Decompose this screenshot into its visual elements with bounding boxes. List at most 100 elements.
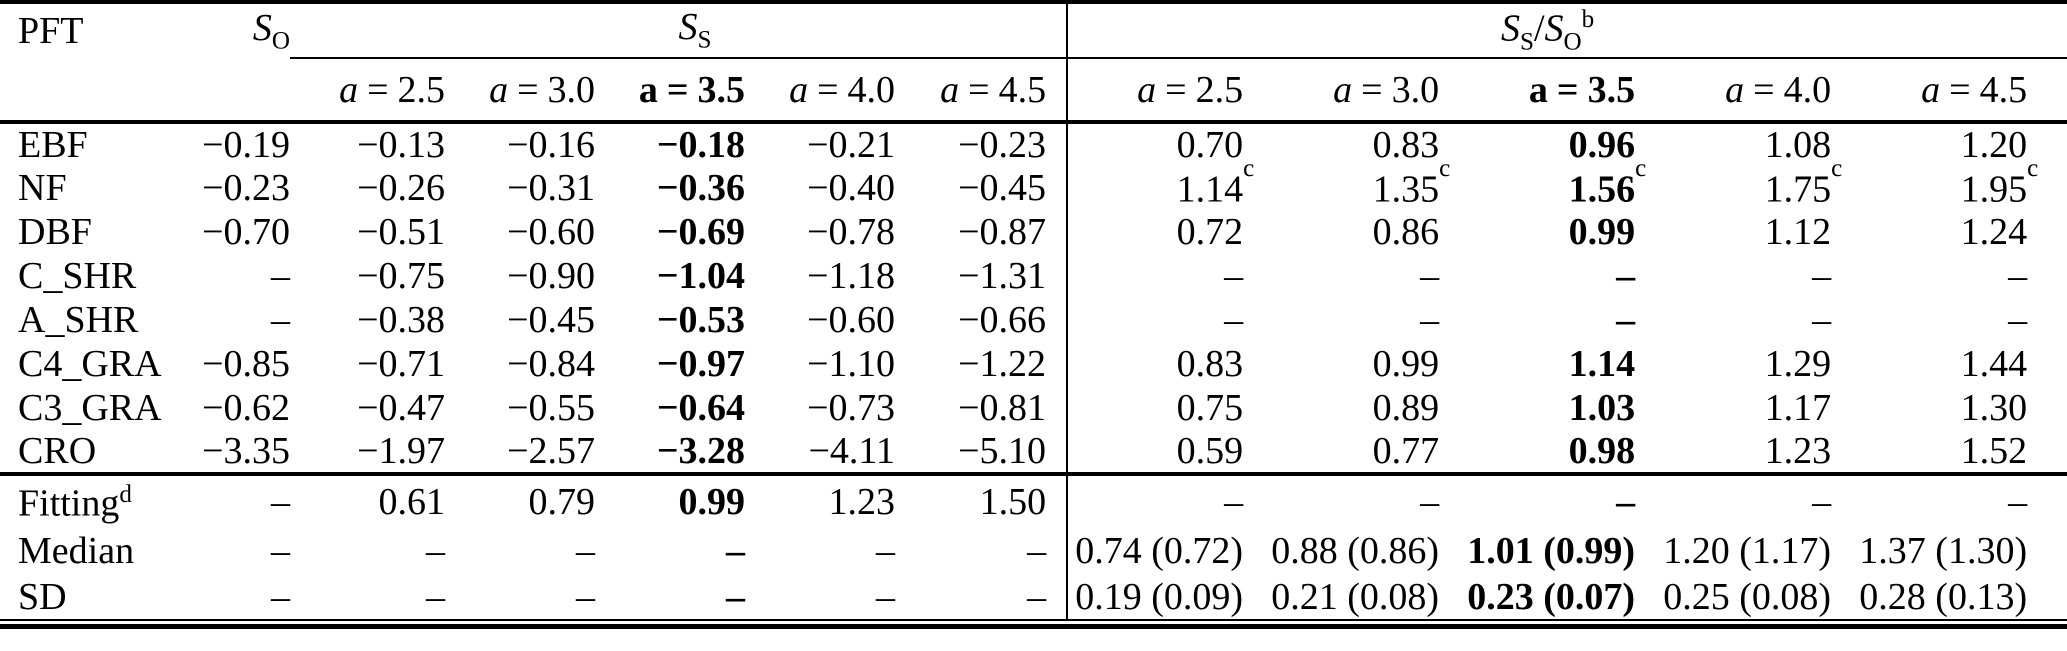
cell-value: 1.01 (0.99) xyxy=(1467,530,1636,572)
cell-value: −0.40 xyxy=(807,167,895,209)
cell-value: – xyxy=(2008,299,2028,341)
cell-value: 1.50 xyxy=(979,481,1047,523)
table-row-DBF: DBF −0.70 −0.51 −0.60 −0.69 −0.78 −0.87 0.72 0.8… xyxy=(0,210,2067,254)
cell-value: – xyxy=(1420,255,1440,297)
subheader-row: a = 2.5 a = 3.0 a = 3.5 a = 4.0 a = 4.5 a = 2.5 a = 3.0 a = 3.5… xyxy=(0,58,2067,124)
table-cell: −0.19 xyxy=(170,122,290,166)
bottom-rule-gap xyxy=(0,621,2067,624)
equals-sign: = xyxy=(1361,68,1383,111)
table-cell: 0.98 xyxy=(1439,430,1636,476)
cell-value: −0.23 xyxy=(202,167,290,209)
equals-sign: = xyxy=(1556,68,1579,111)
cell-value: 0.99 xyxy=(678,481,746,523)
cell-value: 1.20 xyxy=(1960,124,2028,166)
col-header-ratio-a-4.5: a = 4.5 xyxy=(1831,58,2067,124)
a-variable: a xyxy=(339,68,359,111)
ratio-s2-subscript: O xyxy=(1563,28,1582,56)
cell-value: −0.60 xyxy=(807,299,895,341)
table-cell: −1.04 xyxy=(595,254,745,298)
table-cell: 1.95c xyxy=(1960,155,2039,211)
table-cell: 1.56c xyxy=(1568,155,1647,211)
cell-value: – xyxy=(426,575,445,618)
table-cell: 0.99 xyxy=(595,474,746,528)
table-cell: – xyxy=(170,474,290,528)
table-cell: 1.29 xyxy=(1635,342,1832,386)
cell-value: −0.60 xyxy=(507,211,595,253)
cell-value: −0.21 xyxy=(807,124,895,166)
cell-value: – xyxy=(271,299,290,341)
a-value: 3.5 xyxy=(697,68,746,111)
cell-value: −2.57 xyxy=(507,430,595,472)
ratio-s1-symbol: S xyxy=(1500,7,1520,50)
table-cell: −0.90 xyxy=(445,254,595,298)
a-value: 3.5 xyxy=(1587,68,1636,111)
cell-value: 1.56 xyxy=(1568,168,1636,211)
table-cell: −0.21 xyxy=(745,122,895,166)
cell-value: – xyxy=(1616,299,1636,341)
table-cell: 0.28 (0.13) xyxy=(1831,574,2067,621)
table-cell: 0.25 (0.08) xyxy=(1635,574,1832,621)
table-cell: – xyxy=(1635,474,1831,528)
table-cell: −0.26 xyxy=(290,166,445,210)
row-label-text: NF xyxy=(18,167,67,209)
row-label-text: CRO xyxy=(18,430,97,472)
equals-sign: = xyxy=(517,68,539,111)
table-cell: 0.61 xyxy=(290,474,446,528)
table-cell: 1.23 xyxy=(1635,430,1832,476)
a-value: 3.0 xyxy=(547,68,596,111)
table-cell: −0.53 xyxy=(595,298,745,342)
equals-sign: = xyxy=(968,68,990,111)
table-cell: 1.75c xyxy=(1764,155,1843,211)
a-variable: a xyxy=(1137,68,1157,111)
so-column-header: SO xyxy=(170,2,290,58)
cell-value: – xyxy=(1224,481,1244,523)
cell-value: −5.10 xyxy=(958,430,1047,472)
table-cell: – xyxy=(1635,254,1831,298)
cell-value: −0.55 xyxy=(507,387,595,429)
row-label: Median xyxy=(0,528,170,574)
cell-value: 1.20 (1.17) xyxy=(1663,530,1832,572)
a-value: 4.0 xyxy=(1783,68,1832,111)
a-variable: a xyxy=(1528,68,1548,111)
table-cell: 0.89 xyxy=(1243,386,1440,430)
cell-value: 0.72 xyxy=(1176,211,1244,253)
table-cell: – xyxy=(895,528,1067,574)
a-value: 2.5 xyxy=(397,68,446,111)
table-cell: 1.17 xyxy=(1635,386,1832,430)
ratio-s1-subscript: S xyxy=(1519,28,1534,56)
table-cell: −1.22 xyxy=(895,342,1067,386)
cell-value: – xyxy=(1420,299,1440,341)
table-cell: 1.35c xyxy=(1372,155,1451,211)
table-cell: −0.84 xyxy=(445,342,595,386)
table-cell: −0.13 xyxy=(290,122,445,166)
equals-sign: = xyxy=(1753,68,1775,111)
cell-value: −0.18 xyxy=(656,124,745,166)
table-cell: 0.23 (0.07) xyxy=(1439,574,1636,621)
ss-symbol: S xyxy=(678,6,698,49)
a-value: 3.0 xyxy=(1391,68,1440,111)
cell-value: −0.70 xyxy=(202,211,290,253)
row-label-text: Median xyxy=(18,530,135,572)
cell-value: 0.99 xyxy=(1372,343,1440,385)
table-cell: −0.69 xyxy=(595,210,745,254)
row-label-text: SD xyxy=(18,575,67,618)
cell-value: 0.99 xyxy=(1568,211,1636,253)
cell-value: – xyxy=(271,481,290,523)
table-cell: – xyxy=(170,254,290,298)
table-row-EBF: EBF −0.19 −0.13 −0.16 −0.18 −0.21 −0.23 0.70 0.8… xyxy=(0,122,2067,166)
table-cell: 0.70 xyxy=(1066,122,1244,166)
table-cell: – xyxy=(895,574,1068,621)
table-cell: – xyxy=(1243,474,1439,528)
cell-value: −0.53 xyxy=(656,299,745,341)
cell-value: 0.83 xyxy=(1176,343,1244,385)
table-cell: −0.64 xyxy=(595,386,745,430)
ss-subscript: S xyxy=(697,26,712,54)
table-cell: 1.23 xyxy=(745,474,896,528)
cell-value: −1.10 xyxy=(807,343,895,385)
so-subscript: O xyxy=(271,27,290,55)
a-variable: a xyxy=(489,68,509,111)
pft-column-header: PFT xyxy=(18,10,84,52)
cell-value: – xyxy=(876,530,895,572)
row-label-text: A_SHR xyxy=(18,299,139,341)
row-label: A_SHR xyxy=(0,298,170,342)
